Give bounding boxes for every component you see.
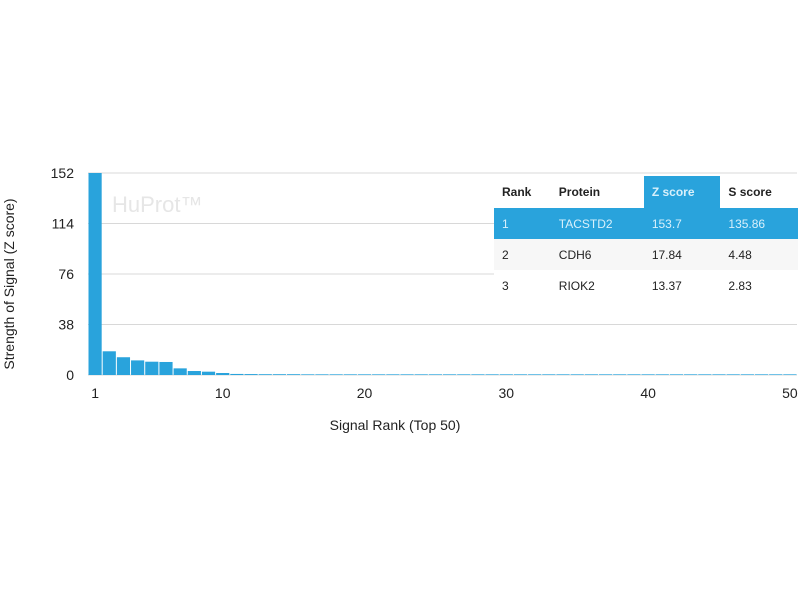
bar xyxy=(471,374,485,375)
bar xyxy=(769,374,783,375)
y-tick-label: 114 xyxy=(52,216,75,232)
table-header-row: Rank Protein Z score S score xyxy=(494,176,798,208)
bar xyxy=(684,374,698,375)
bar xyxy=(457,374,471,375)
bar xyxy=(513,374,528,375)
bar xyxy=(230,373,244,375)
x-tick-label: 1 xyxy=(91,385,99,401)
cell: 2 xyxy=(494,239,551,270)
bar xyxy=(698,374,712,375)
bar xyxy=(669,374,684,375)
bar xyxy=(116,357,131,375)
cell: 1 xyxy=(494,208,551,239)
cell: TACSTD2 xyxy=(550,208,644,239)
bar xyxy=(131,360,145,375)
bar xyxy=(272,374,287,375)
watermark: HuProt™ xyxy=(112,192,202,217)
x-tick-label: 30 xyxy=(499,385,515,401)
y-tick-label: 152 xyxy=(51,165,75,181)
bar xyxy=(584,374,598,375)
bar xyxy=(258,374,272,375)
bar xyxy=(528,374,542,375)
bar xyxy=(783,374,797,375)
bar xyxy=(598,374,613,375)
bar xyxy=(187,371,201,375)
bar xyxy=(485,374,499,375)
bar xyxy=(400,374,414,375)
bar xyxy=(244,374,258,375)
x-tick-label: 50 xyxy=(782,385,798,401)
bar xyxy=(542,374,556,375)
y-axis-label: Strength of Signal (Z score) xyxy=(1,198,17,369)
bar xyxy=(145,361,159,375)
bar xyxy=(329,374,343,375)
bar xyxy=(712,374,726,375)
bar xyxy=(159,361,173,375)
cell: 153.7 xyxy=(643,208,721,239)
table-row: 1 TACSTD2 153.7 135.86 xyxy=(494,208,798,239)
cell: 2.83 xyxy=(728,278,752,293)
bar xyxy=(627,374,641,375)
y-tick-label: 38 xyxy=(58,317,74,333)
bar xyxy=(386,374,400,375)
bar xyxy=(613,374,627,375)
bar xyxy=(287,374,301,375)
bar xyxy=(726,374,740,375)
y-tick-label: 76 xyxy=(58,266,74,282)
cell: 17.84 xyxy=(643,239,721,270)
header-protein: Protein xyxy=(558,185,601,199)
bar xyxy=(357,374,372,375)
cell: 4.48 xyxy=(720,239,798,270)
bar xyxy=(499,374,513,375)
bar xyxy=(443,374,457,375)
bar xyxy=(428,374,442,375)
bar xyxy=(655,374,669,375)
cell: 135.86 xyxy=(720,208,798,239)
bar xyxy=(343,374,357,375)
x-axis-label: Signal Rank (Top 50) xyxy=(330,417,461,433)
cell: 3 xyxy=(502,278,509,293)
bar xyxy=(102,351,116,375)
table-row: 2 CDH6 17.84 4.48 xyxy=(494,239,798,270)
bar xyxy=(740,374,754,375)
bar xyxy=(570,374,584,375)
bar xyxy=(88,173,102,375)
bar xyxy=(201,371,216,375)
bar xyxy=(641,374,655,375)
header-s-score: S score xyxy=(728,185,772,199)
table-row: 3 RIOK2 13.37 2.83 xyxy=(494,270,798,301)
bar xyxy=(372,374,386,375)
bar xyxy=(173,368,187,375)
bar xyxy=(754,374,769,375)
bar xyxy=(315,374,329,375)
cell: RIOK2 xyxy=(558,278,595,293)
cell: 13.37 xyxy=(651,278,682,293)
cell: CDH6 xyxy=(550,239,644,270)
bar xyxy=(556,374,570,375)
header-rank: Rank xyxy=(502,185,532,199)
top-hits-table: Rank Protein Z score S score 1 TACSTD2 153… xyxy=(494,176,798,301)
x-tick-label: 40 xyxy=(640,385,656,401)
header-z-score: Z score xyxy=(643,176,721,208)
y-tick-label: 0 xyxy=(66,367,74,383)
bar xyxy=(216,373,230,375)
x-tick-label: 10 xyxy=(215,385,231,401)
bar xyxy=(414,374,428,375)
x-tick-label: 20 xyxy=(357,385,373,401)
bar xyxy=(301,374,315,375)
